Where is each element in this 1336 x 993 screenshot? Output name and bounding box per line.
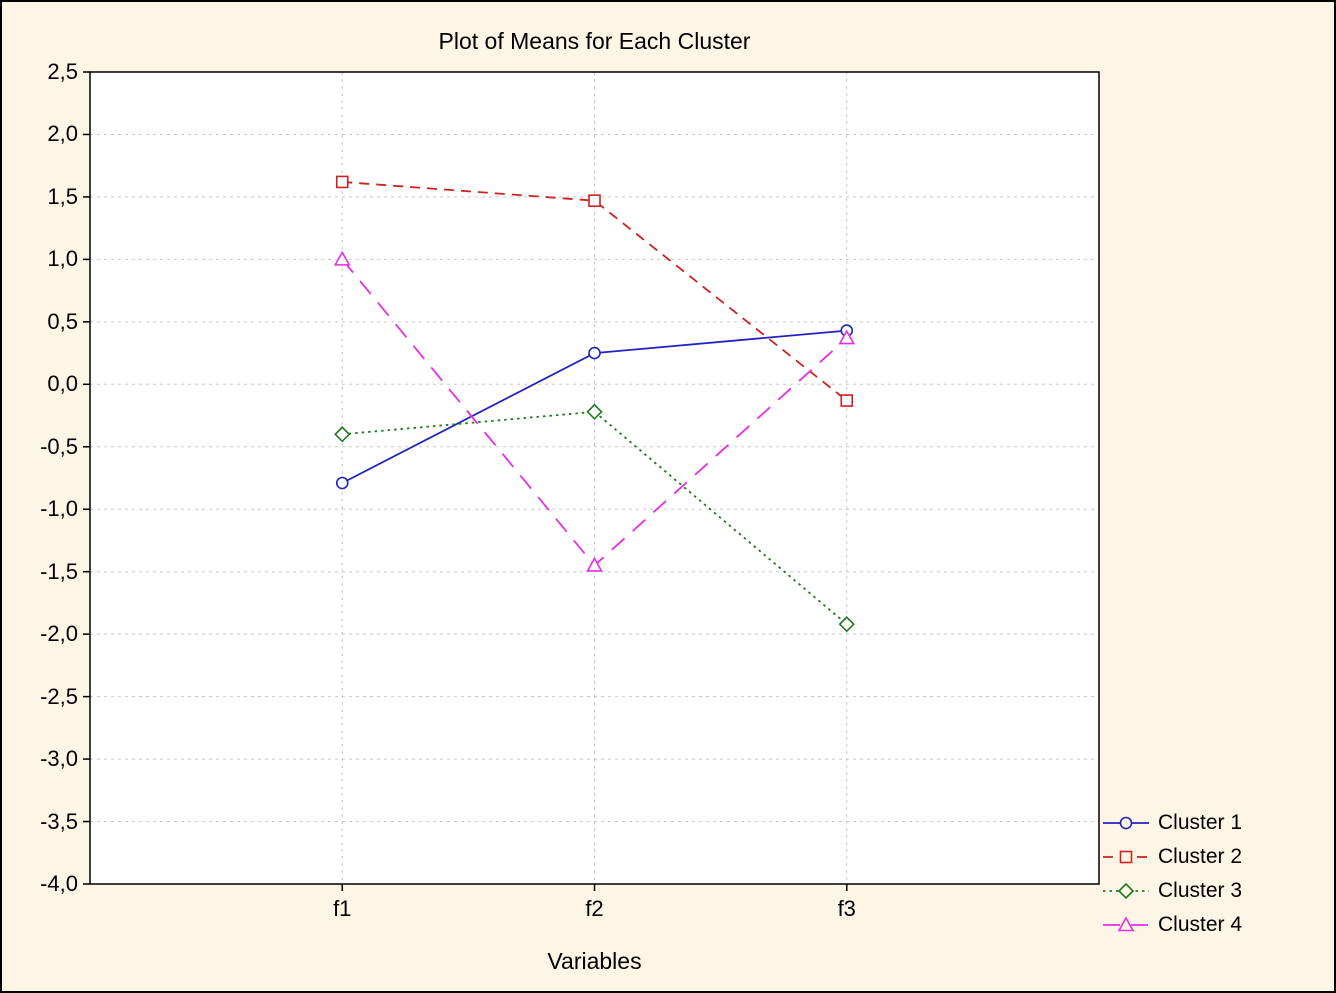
- y-tick-label: 0,5: [47, 308, 78, 334]
- marker-triangle: [586, 556, 603, 572]
- marker-triangle: [838, 329, 856, 345]
- y-tick-label: -0,5: [40, 433, 78, 459]
- y-tick-label: -3,0: [40, 746, 78, 772]
- marker-square: [335, 175, 349, 189]
- legend-line-sample: [1103, 816, 1149, 830]
- marker-diamond: [586, 403, 603, 420]
- legend-line-sample: [1103, 916, 1149, 932]
- legend-line-sample: [1103, 882, 1149, 900]
- marker-square: [588, 194, 601, 207]
- legend-label: Cluster 3: [1158, 879, 1243, 902]
- marker-triangle: [333, 250, 351, 266]
- x-tick-label: f3: [837, 896, 856, 921]
- y-tick-label: 1,0: [47, 246, 78, 272]
- series-line-cluster-2: [342, 181, 848, 402]
- marker-square: [1119, 850, 1133, 864]
- marker-square: [840, 394, 854, 407]
- marker-diamond: [334, 426, 351, 443]
- marker-triangle: [1117, 916, 1135, 932]
- x-axis-label: Variables: [547, 948, 642, 974]
- legend-item-cluster-4: Cluster 4: [1102, 908, 1242, 942]
- y-tick-label: -4,0: [40, 871, 78, 896]
- marker-diamond: [838, 616, 855, 633]
- x-tick-label: f2: [585, 896, 604, 921]
- y-tick-label: -2,0: [40, 621, 78, 647]
- y-tick-label: -1,5: [40, 558, 78, 584]
- marker-circle: [588, 346, 601, 360]
- x-tick-label: f1: [333, 896, 352, 921]
- y-tick-label: 2,0: [47, 121, 78, 147]
- y-tick-label: -3,5: [40, 808, 78, 834]
- y-tick-label: -1,0: [40, 496, 78, 522]
- marker-circle: [335, 476, 349, 490]
- legend-label: Cluster 4: [1158, 913, 1243, 936]
- legend: Cluster 1 Cluster 2 Cluster 3 Cluster 4: [1102, 806, 1242, 942]
- legend-item-cluster-2: Cluster 2: [1102, 840, 1242, 874]
- y-tick-label: -2,5: [40, 683, 78, 709]
- y-tick-label: 1,5: [47, 183, 78, 209]
- y-tick-label: 2,5: [47, 59, 78, 84]
- legend-label: Cluster 1: [1158, 811, 1243, 834]
- legend-item-cluster-3: Cluster 3: [1102, 874, 1242, 908]
- marker-circle: [1119, 816, 1133, 830]
- legend-line-sample: [1103, 850, 1149, 864]
- legend-item-cluster-1: Cluster 1: [1102, 806, 1242, 840]
- chart-title: Plot of Means for Each Cluster: [438, 28, 751, 54]
- legend-label: Cluster 2: [1158, 845, 1243, 868]
- y-tick-label: 0,0: [47, 371, 78, 397]
- marker-diamond: [1117, 882, 1135, 900]
